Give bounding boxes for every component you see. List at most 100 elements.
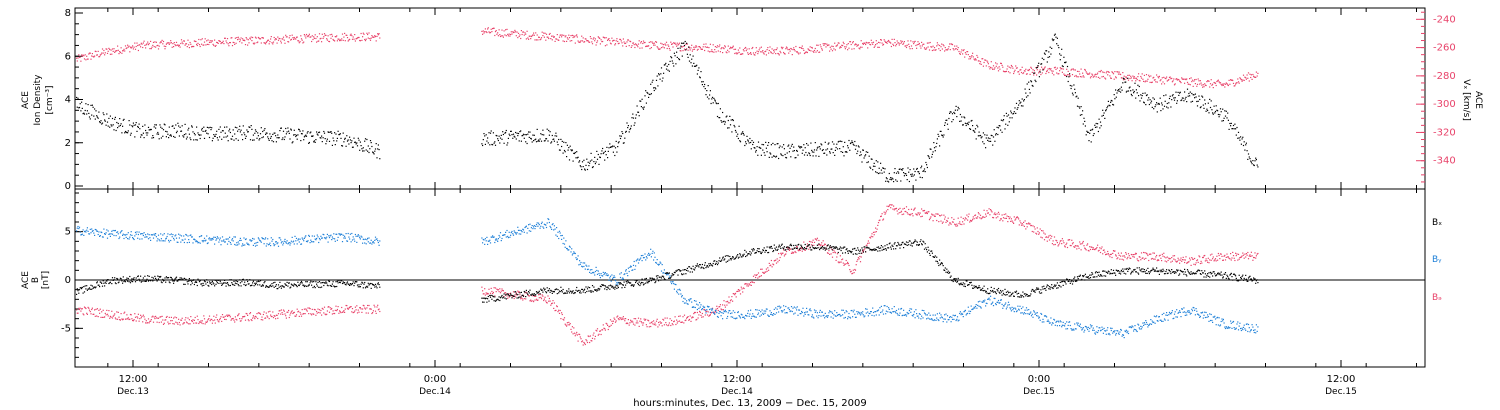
bz-point [76, 309, 78, 311]
density-point [798, 146, 801, 148]
bz-point [1036, 233, 1038, 235]
density-point [1217, 113, 1219, 116]
density-point [632, 117, 635, 119]
density-point [1068, 76, 1070, 78]
bz-point [607, 324, 609, 326]
vx-point [196, 44, 198, 47]
vx-point [502, 36, 504, 38]
density-point [1128, 87, 1130, 89]
vx-point [682, 50, 684, 52]
bz-point [925, 212, 927, 214]
density-point [911, 173, 913, 175]
bz-point [1227, 256, 1229, 258]
vx-point [623, 41, 625, 43]
vx-point [503, 30, 505, 32]
by-point [168, 239, 170, 241]
density-point [1244, 149, 1246, 151]
bz-point [594, 338, 596, 340]
density-point [96, 115, 98, 117]
bz-point [502, 290, 504, 292]
bz-point [76, 312, 78, 314]
bz-point [1090, 246, 1092, 248]
density-point [1066, 75, 1068, 78]
density-point [949, 111, 951, 113]
bz-point [339, 310, 341, 312]
vx-point [1208, 80, 1210, 82]
vx-point [849, 41, 852, 43]
bz-point [664, 317, 666, 319]
density-point [130, 132, 132, 134]
bz-point [992, 217, 995, 219]
density-point [508, 133, 510, 135]
vx-point [953, 49, 955, 51]
by-point [242, 243, 244, 245]
density-point [1012, 113, 1014, 115]
vx-point [543, 32, 545, 34]
bz-point [573, 332, 576, 334]
density-point [753, 147, 755, 149]
by-point [117, 233, 119, 235]
vx-point [1124, 78, 1126, 81]
bz-point [719, 304, 721, 306]
bz-point [658, 324, 660, 326]
bz-point [1217, 259, 1219, 261]
bz-point [275, 318, 277, 320]
vx-point [974, 59, 976, 61]
density-point [641, 98, 643, 100]
vx-point [942, 44, 944, 46]
bz-point [962, 217, 964, 220]
density-point [596, 158, 599, 160]
vx-point [1043, 67, 1046, 69]
vx-point [898, 42, 900, 44]
bz-point [545, 301, 548, 304]
density-point [1127, 90, 1130, 92]
by-point [275, 241, 277, 243]
bz-point [173, 323, 175, 325]
bz-point [957, 217, 959, 219]
vx-point [1188, 83, 1190, 85]
density-point [1135, 89, 1137, 91]
density-point [529, 131, 531, 133]
density-point [684, 40, 686, 43]
vx-point [298, 42, 300, 44]
density-point [1072, 94, 1074, 96]
vx-point [1047, 68, 1049, 70]
vx-point [941, 48, 943, 50]
density-point [987, 139, 989, 141]
by-point [113, 234, 115, 237]
density-point [1046, 61, 1048, 63]
bz-point [791, 251, 793, 253]
density-point [724, 121, 726, 123]
density-point [484, 143, 486, 145]
vx-point [1156, 74, 1158, 76]
vx-point [496, 33, 498, 35]
vx-point [1180, 82, 1182, 84]
density-point [679, 47, 681, 49]
bz-point [1143, 251, 1145, 254]
vx-point [977, 60, 979, 62]
density-point [168, 126, 170, 128]
vx-point [772, 52, 774, 55]
bz-point [1061, 243, 1063, 245]
bz-point [1023, 225, 1025, 227]
vx-point [515, 31, 517, 33]
vx-point [193, 40, 195, 42]
bz-point [184, 319, 186, 321]
vx-point [1017, 71, 1019, 73]
bz-point [1033, 226, 1035, 228]
by-point [224, 241, 226, 243]
density-point [821, 144, 823, 146]
vx-point [530, 35, 532, 38]
vx-point [262, 37, 264, 39]
vx-point [868, 42, 870, 44]
density-point [91, 114, 93, 116]
density-point [562, 152, 564, 154]
by-point [112, 229, 114, 232]
vx-axis-label: ACE Vₓ [km/s] [1461, 79, 1483, 121]
vx-point [1114, 71, 1116, 73]
vx-point [742, 49, 744, 51]
density-point [799, 147, 801, 149]
bz-point [979, 217, 981, 219]
density-point [1079, 114, 1081, 116]
density-point [547, 140, 549, 142]
